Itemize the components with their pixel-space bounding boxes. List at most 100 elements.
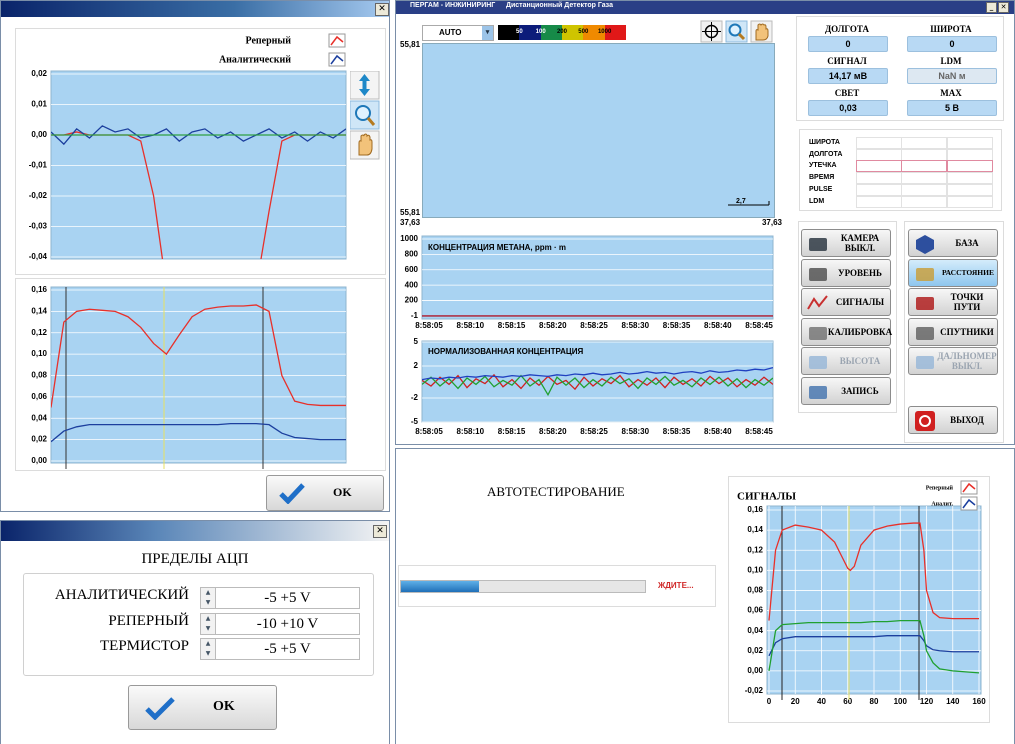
button[interactable]: РАССТОЯНИЕ (908, 258, 998, 287)
legend-label: Аналитический (219, 54, 291, 65)
y-tick-label: 0,10 (747, 565, 763, 574)
zoom-icon (737, 32, 746, 41)
scale-segment: 500 (578, 25, 605, 40)
button[interactable]: КАЛИБРОВКА (801, 317, 893, 346)
icon-shape (916, 235, 934, 254)
scale-bar (728, 201, 770, 206)
chart-title: НОРМАЛИЗОВАННАЯ КОНЦЕНТРАЦИЯ (428, 347, 583, 356)
spinner[interactable]: ▲ ▼ (200, 638, 216, 660)
y-tick-label: 0,16 (747, 505, 763, 514)
x-tick-label: 8:58:05 (415, 427, 443, 436)
check (279, 483, 305, 504)
spinner[interactable]: ▲ ▼ (200, 587, 216, 609)
field-value: 0 (907, 36, 997, 52)
minimize-button[interactable]: _ (986, 2, 997, 13)
button[interactable]: БАЗА (908, 229, 998, 257)
table-cell (901, 137, 947, 149)
table-cell (901, 148, 947, 161)
button-icon (809, 267, 827, 281)
button[interactable]: ВЫХОД (908, 406, 998, 434)
legend-label: Реперный (245, 35, 291, 46)
button[interactable]: СИГНАЛЫ (801, 288, 891, 317)
table-cell (856, 148, 902, 161)
title-bar: ПЕРГАМ - ИНЖИНИРИНГ Дистанционный Детект… (396, 1, 1014, 14)
y-tick-label: 0,02 (747, 646, 763, 655)
x-tick-label: 8:58:45 (745, 321, 773, 330)
button-label: КАЛИБРОВКА (827, 326, 893, 337)
table-cell (947, 148, 993, 161)
adc-window: ✕ ПРЕДЕЛЫ АЦП АНАЛИТИЧЕСКИЙ ▲ ▼ -5 +5 V РЕПЕ… (0, 520, 390, 744)
field-label: ТЕРМИСТОР (100, 638, 189, 654)
button-icon (916, 326, 934, 340)
button[interactable]: ДАЛЬНОМЕР ВЫКЛ. (908, 347, 998, 376)
y-tick-label: 0,12 (747, 545, 763, 554)
ok-button[interactable]: OK (266, 475, 384, 511)
scale-segment: 1000 (598, 25, 626, 40)
y-tick-label: -0,04 (29, 252, 48, 261)
chart: 0,16 0,14 0,12 0,10 0,08 0,06 0,04 0,02 0,00 -0,0… (737, 480, 986, 706)
x-tick-label: 80 (870, 697, 879, 706)
button-label: УРОВЕНЬ (837, 267, 882, 278)
button[interactable]: УРОВЕНЬ (801, 258, 891, 287)
table-cell (901, 183, 947, 196)
x-tick-label: 0 (767, 697, 772, 706)
button[interactable]: КАМЕРА ВЫКЛ. (801, 229, 891, 257)
y-tick-label: 0,14 (747, 525, 763, 534)
color-scale: 50 100 200 500 1000 (498, 25, 626, 40)
x-tick-label: 100 (894, 697, 908, 706)
mode-select[interactable]: AUTO ▾ (422, 25, 494, 41)
map-view (422, 43, 775, 218)
main-window: ПЕРГАМ - ИНЖИНИРИНГ Дистанционный Детект… (395, 0, 1015, 445)
y-tick-label: 200 (405, 296, 419, 305)
button-label: СИГНАЛЫ (835, 297, 885, 308)
legend-swatch (962, 498, 976, 509)
y-tick-label: 600 (405, 265, 419, 274)
field-label: СИГНАЛ (827, 56, 867, 66)
button-label: ТОЧКИ ПУТИ (950, 292, 984, 313)
target-icon (702, 22, 721, 41)
zoom-icon (366, 117, 376, 126)
y-tick-label: -0,03 (29, 222, 48, 231)
x-tick-label: 8:58:25 (580, 427, 608, 436)
status-label: ЖДИТЕ... (658, 581, 694, 590)
button-icon (916, 356, 934, 370)
group-box (23, 573, 374, 676)
table-cell (901, 195, 947, 208)
button[interactable]: ТОЧКИ ПУТИ (908, 288, 998, 317)
pan-icon (359, 74, 370, 96)
y-tick-label: -0,01 (29, 161, 48, 170)
y-tick-label: 2 (414, 361, 419, 370)
close-button[interactable]: ✕ (373, 525, 387, 538)
chart: 0,16 0,14 0,12 0,10 0,08 0,06 0,04 0,02 0,00 (31, 285, 347, 469)
dropdown-arrow[interactable]: ▾ (482, 26, 493, 40)
button-label: ВЫСОТА (839, 356, 881, 367)
table-cell (856, 137, 902, 149)
series-line (768, 619, 980, 674)
button-label: ЗАПИСЬ (841, 386, 879, 396)
button[interactable]: СПУТНИКИ (908, 317, 998, 346)
x-tick-label: 8:58:35 (663, 427, 691, 436)
close-button[interactable]: ✕ (375, 3, 389, 16)
field-value: 0,03 (808, 100, 888, 116)
table-cell (901, 172, 947, 185)
ok-button[interactable]: OK (128, 685, 277, 730)
button-icon (809, 386, 827, 399)
legend-swatch (330, 35, 344, 46)
legend-swatch (962, 482, 976, 493)
zoom-icon (355, 105, 371, 121)
x-tick-label: 40 (817, 697, 826, 706)
button[interactable]: ВЫСОТА (801, 347, 891, 376)
icon-shape (919, 415, 931, 427)
icon-shape (916, 297, 934, 311)
lat-label: 55,81 (400, 208, 421, 217)
y-tick-label: -0,02 (29, 191, 48, 200)
series-line (768, 522, 979, 621)
button[interactable]: ЗАПИСЬ (801, 377, 891, 405)
spinner[interactable]: ▲ ▼ (200, 612, 216, 635)
button-label: БАЗА (955, 238, 979, 248)
x-tick-label: 8:58:40 (704, 321, 732, 330)
table-cell (856, 160, 902, 173)
field-label: MAX (940, 88, 962, 98)
close-button[interactable]: ✕ (998, 2, 1009, 13)
